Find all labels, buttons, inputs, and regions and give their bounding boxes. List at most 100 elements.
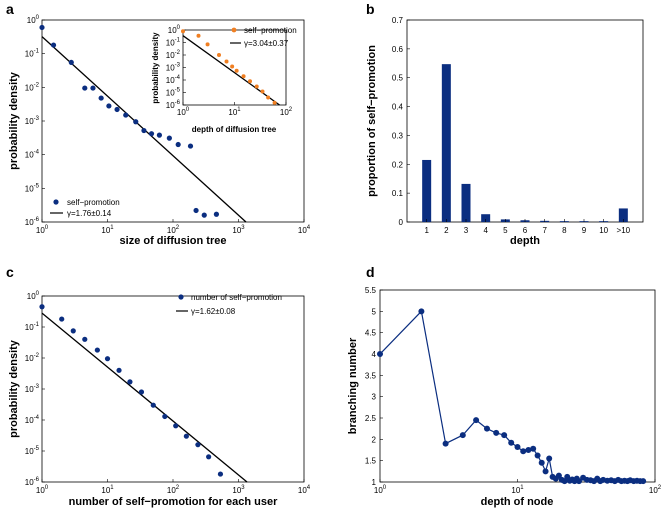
panel-c-point	[183, 433, 189, 439]
inset-point	[272, 100, 277, 105]
panel-b-bar	[422, 159, 432, 222]
panel-c-ytick-label: 10-4	[25, 415, 40, 425]
panel-a-point	[114, 106, 120, 113]
panel-b-bar	[441, 64, 451, 222]
panel-a-point	[141, 127, 147, 134]
panel-d-point	[473, 417, 480, 424]
panel-d-point	[575, 478, 582, 485]
panel-d-ytick-label: 5	[372, 307, 377, 316]
panel-a-point	[201, 212, 207, 218]
panel-b-xtick-label: >10	[617, 226, 631, 235]
panel-c-ylabel: probability density	[8, 339, 20, 438]
panel-d-xtick-label: 102	[649, 485, 662, 495]
panel-c-point	[104, 356, 111, 362]
panel-d-ytick-label: 5.5	[365, 286, 377, 295]
panel-c-ytick-label: 10-1	[25, 322, 40, 332]
panel-d-point	[538, 459, 545, 466]
panel-c-point	[206, 454, 212, 460]
panel-a-letter: a	[6, 1, 14, 17]
panel-d-xtick-label: 101	[511, 485, 524, 495]
panel-c-point	[195, 442, 201, 448]
panel-d-point	[493, 429, 500, 436]
panel-a-point	[133, 119, 139, 125]
panel-a-point	[187, 143, 194, 149]
panel-d-point	[546, 455, 553, 462]
panel-a-chart: size of diffusion tree probability densi…	[8, 15, 311, 247]
panel-a-point	[68, 59, 74, 66]
panel-b-xtick-label: 9	[582, 226, 587, 235]
inset-point	[230, 64, 235, 69]
panel-a-xtick-label: 100	[36, 225, 49, 235]
panel-d-point	[542, 468, 549, 475]
panel-a-point	[213, 211, 220, 217]
panel-d-ytick-label: 3	[372, 393, 377, 402]
panel-a-legend-marker	[53, 199, 59, 205]
panel-c-xlabel: number of self−promotion for each user	[69, 496, 278, 508]
panel-c-xtick-label: 100	[36, 485, 49, 495]
inset-point	[234, 68, 239, 73]
inset-legend-series: self−promotion	[244, 26, 297, 35]
panel-b-chart: depth proportion of self−promotion 0 0.1 0…	[366, 16, 644, 247]
panel-a-inset-chart: depth of diffusion tree probability dens…	[151, 25, 297, 134]
panel-c-point	[82, 336, 88, 342]
panel-a-ytick-label: 10-1	[25, 49, 40, 59]
inset-ytick-label: 10-4	[166, 75, 181, 85]
panel-c-ytick-label: 10-5	[25, 446, 40, 456]
panel-c-point	[94, 347, 100, 353]
panel-d-ytick-label: 4	[372, 350, 377, 359]
inset-point	[241, 74, 246, 79]
inset-ytick-label: 10-1	[166, 38, 181, 48]
panel-a-ylabel: probability density	[8, 71, 20, 170]
panel-a-point	[98, 95, 104, 101]
panel-b-ytick-label: 0	[399, 218, 404, 227]
panel-a-ytick-label: 10-3	[25, 116, 40, 126]
inset-point	[266, 95, 271, 100]
panel-d-point	[508, 439, 515, 446]
panel-b-ytick-label: 0.5	[392, 74, 404, 83]
panel-d-chart: depth of node branching number 100 101 102…	[347, 286, 662, 508]
panel-c-ytick-label: 10-6	[25, 477, 40, 487]
panel-a-legend-fit: γ=1.76±0.14	[67, 209, 112, 218]
panel-b-letter: b	[366, 1, 375, 17]
panel-c-point	[217, 471, 224, 477]
panel-b-ytick-label: 0.4	[392, 103, 404, 112]
panel-d-point	[514, 444, 521, 451]
inset-point	[205, 42, 210, 47]
panel-d-point	[418, 308, 425, 315]
panel-c-point	[59, 316, 65, 322]
panel-c-fit-line	[41, 312, 248, 483]
inset-xtick-label: 101	[228, 107, 241, 117]
panel-c-point	[39, 304, 45, 310]
panel-b-xtick-label: 5	[503, 226, 508, 235]
panel-d-xtick-label: 100	[374, 485, 387, 495]
panel-a-point	[156, 132, 163, 138]
inset-point	[254, 84, 259, 89]
inset-point	[196, 33, 201, 38]
panel-d-series-line	[379, 310, 644, 482]
panel-a-point	[148, 131, 155, 137]
inset-ytick-label: 10-2	[166, 50, 181, 60]
inset-point	[224, 59, 229, 64]
inset-fit-line	[182, 35, 280, 106]
panel-a-xtick-label: 101	[101, 225, 114, 235]
panel-c-ytick-label: 10-2	[25, 353, 40, 363]
panel-c-ytick-label: 100	[27, 291, 40, 301]
panel-c-point	[138, 389, 145, 395]
panel-d-ytick-label: 1.5	[365, 457, 377, 466]
inset-ytick-label: 10-5	[166, 88, 181, 98]
panel-c-legend-series: number of self−promotion	[191, 293, 282, 302]
panel-b-xtick-label: 7	[542, 226, 547, 235]
inset-ytick-label: 10-6	[166, 100, 181, 110]
panel-c-legend-marker	[178, 294, 184, 300]
panel-b-ytick-label: 0.6	[392, 45, 404, 54]
inset-point	[260, 89, 265, 94]
panel-c-xtick-label: 103	[232, 485, 245, 495]
panel-a-ytick-label: 10-6	[25, 217, 40, 227]
panel-a-point	[193, 207, 199, 214]
panel-a-ytick-label: 10-5	[25, 183, 40, 193]
panel-b-ytick-label: 0.2	[392, 160, 404, 169]
panel-c-point	[127, 379, 133, 385]
panel-a-ytick-label: 10-2	[25, 82, 40, 92]
panel-d-frame	[379, 289, 656, 483]
